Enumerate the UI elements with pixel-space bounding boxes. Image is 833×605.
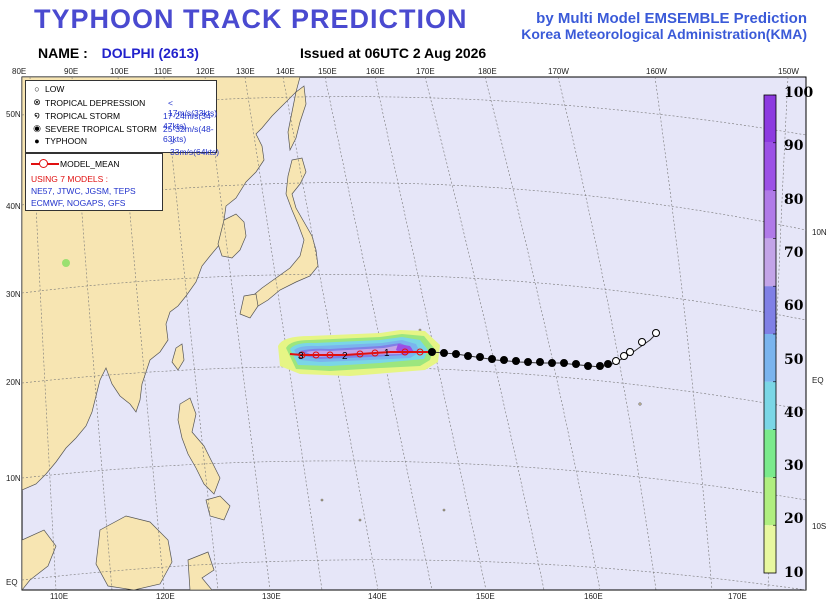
legend-ts-label: TROPICAL STORM	[45, 110, 121, 121]
bottom-lon-label: 170E	[728, 592, 747, 601]
right-lat-label: 10N	[812, 228, 827, 237]
malay-peninsula	[22, 529, 57, 590]
circle-x-icon: ⊗	[33, 97, 41, 107]
using-models-label: USING 7 MODELS :	[31, 174, 108, 184]
intensity-legend: ○ LOW ⊗ TROPICAL DEPRESSION < 17m/s(33kts)…	[25, 80, 219, 157]
bottom-lon-label: 150E	[476, 592, 495, 601]
top-lon-label: 120E	[196, 67, 215, 76]
top-lon-label: 170W	[548, 67, 569, 76]
typhoon-icon: ●	[34, 136, 40, 146]
top-lon-label: 110E	[154, 67, 173, 76]
track-day-label-2: 2	[342, 351, 348, 362]
colorbar-segment	[764, 334, 776, 382]
colorbar-label: 100	[784, 85, 814, 101]
top-lon-label: 80E	[12, 67, 27, 76]
strike-probability-field	[278, 330, 440, 376]
colorbar-label: 90	[784, 138, 804, 155]
left-lat-label: 20N	[6, 378, 21, 387]
colorbar-label: 30	[784, 458, 804, 475]
borneo	[95, 515, 173, 590]
top-lon-label: 160W	[646, 67, 667, 76]
japan-islands	[249, 157, 319, 307]
top-lon-label: 180E	[478, 67, 497, 76]
colorbar-label: 70	[784, 244, 804, 261]
probability-colorbar	[763, 94, 777, 574]
colorbar-segment	[764, 190, 776, 239]
colorbar-frame	[763, 94, 777, 574]
models-line-1: NE57, JTWC, JGSM, TEPS	[31, 186, 136, 196]
korea-peninsula	[217, 213, 247, 259]
bottom-lon-label: 130E	[262, 592, 281, 601]
legend-low-label: LOW	[45, 84, 65, 94]
name-label: NAME :	[38, 45, 88, 61]
track-day-label-1: 1	[384, 348, 390, 359]
model-mean-label: MODEL_MEAN	[60, 159, 120, 169]
typhoon-name: DOLPHI (2613)	[101, 45, 199, 61]
kyushu	[239, 293, 259, 319]
philippines	[177, 397, 221, 495]
circle-icon: ○	[34, 84, 40, 94]
right-lat-label: 10S	[812, 522, 827, 531]
top-lon-label: 90E	[64, 67, 79, 76]
colorbar-label: 10	[784, 564, 804, 581]
colorbar-segment	[764, 429, 776, 478]
colorbar-segment	[764, 95, 776, 143]
colorbar-segment	[764, 286, 776, 334]
bottom-lon-label: 140E	[368, 592, 387, 601]
left-lat-label: 50N	[6, 110, 21, 119]
right-lat-label: EQ	[812, 376, 824, 385]
legend-sts-value: 25-32m/s(48-63kts)	[163, 124, 214, 144]
legend-ty-label: TYPHOON	[45, 136, 88, 146]
sakhalin	[287, 85, 307, 152]
severe-storm-icon: ◉	[33, 123, 41, 133]
tropical-storm-icon: ໑	[34, 110, 40, 120]
typhoon-name-row: NAME : DOLPHI (2613)	[38, 45, 199, 61]
colorbar-label: 60	[784, 298, 804, 315]
top-lon-label: 140E	[276, 67, 295, 76]
colorbar-label: 20	[784, 511, 804, 528]
meridians	[29, 77, 789, 590]
colorbar-label: 80	[784, 191, 804, 208]
parallels	[22, 96, 806, 590]
colorbar-label: 50	[784, 351, 804, 368]
model-mean-dot-icon	[39, 159, 48, 168]
bottom-lon-label: 120E	[156, 592, 175, 601]
legend-td-value: < 17m/s(33kts)	[168, 98, 218, 118]
left-lat-label: 30N	[6, 290, 21, 299]
legend-td-label: TROPICAL DEPRESSION	[45, 97, 146, 108]
legend-sts-label: SEVERE TROPICAL STORM	[45, 123, 157, 134]
observed-track	[428, 329, 660, 370]
colorbar-segment	[764, 477, 776, 526]
taiwan	[171, 343, 185, 371]
left-lat-label: 40N	[6, 202, 21, 211]
left-lat-label: 10N	[6, 474, 21, 483]
model-legend: MODEL_MEAN USING 7 MODELS : NE57, JTWC, …	[25, 153, 163, 211]
track-day-label-3: 3	[298, 351, 304, 362]
left-lat-label: EQ	[6, 578, 18, 587]
sulawesi	[187, 551, 215, 590]
bottom-lon-label: 160E	[584, 592, 603, 601]
bottom-lon-label: 110E	[50, 592, 69, 601]
top-lon-label: 100E	[110, 67, 129, 76]
issued-time: Issued at 06UTC 2 Aug 2026	[300, 45, 487, 61]
top-lon-label: 130E	[236, 67, 255, 76]
legend-ts-value: 17-24m/s(34-47kts)	[163, 111, 214, 131]
models-line-2: ECMWF, NOGAPS, GFS	[31, 198, 126, 208]
colorbar-segment	[764, 381, 776, 430]
inland-lake	[62, 259, 70, 267]
top-lon-label: 160E	[366, 67, 385, 76]
agency-line-1: by Multi Model EMSEMBLE Prediction	[536, 10, 807, 27]
model-mean-track: 3 2 1	[289, 348, 432, 362]
legend-ty-value: > 33m/s(64kts)	[170, 137, 220, 157]
page-title: TYPHOON TRACK PREDICTION	[34, 4, 468, 34]
colorbar-segment	[764, 525, 776, 573]
colorbar-segment	[764, 142, 776, 191]
agency-line-2: Korea Meteorological Administration(KMA)	[521, 26, 807, 42]
colorbar-label: 40	[784, 404, 804, 421]
philippines-south	[205, 495, 231, 521]
top-lon-label: 150W	[778, 67, 799, 76]
colorbar-segment	[764, 238, 776, 287]
top-lon-label: 170E	[416, 67, 435, 76]
top-lon-label: 150E	[318, 67, 337, 76]
